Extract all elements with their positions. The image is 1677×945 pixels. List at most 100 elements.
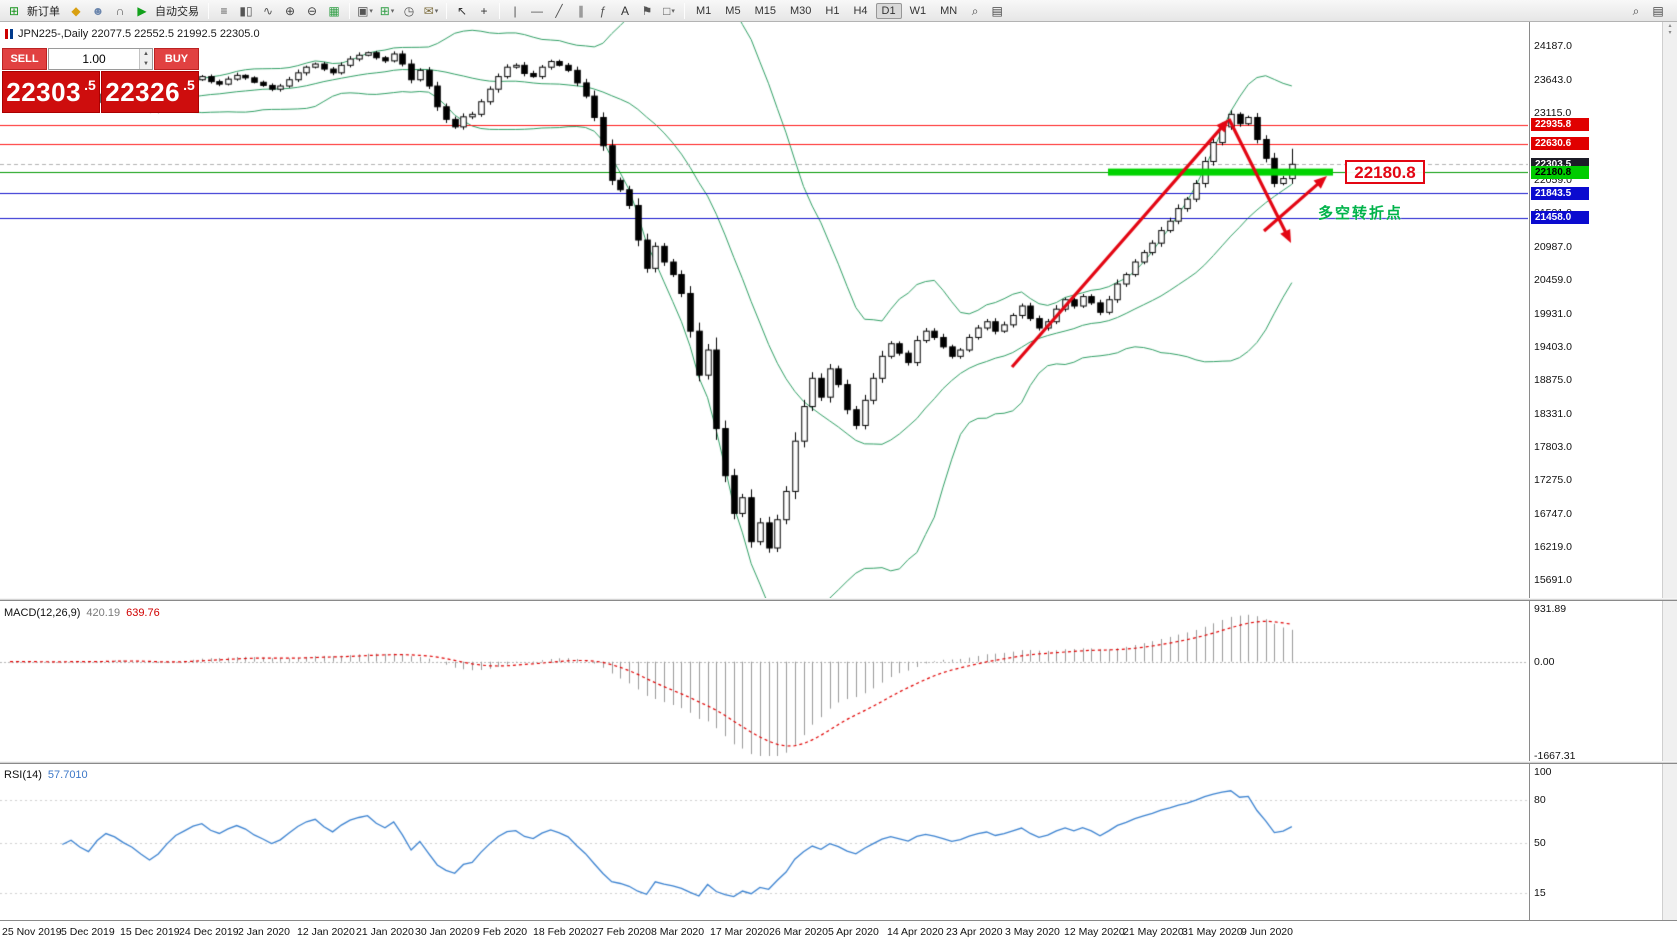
candles-chart-button[interactable]: ▮▯ xyxy=(236,2,256,20)
timeframe-M30-button[interactable]: M30 xyxy=(789,4,812,17)
price-chart-canvas[interactable] xyxy=(0,22,1528,598)
toolbar-separator xyxy=(499,2,500,19)
panels-button[interactable]: ▤ xyxy=(1648,2,1668,20)
symbols-icon: ◆ xyxy=(71,3,81,18)
main-chart-panel[interactable]: JPN225-,Daily 22077.5 22552.5 21992.5 22… xyxy=(0,22,1528,598)
chart-ohlc-readout: JPN225-,Daily 22077.5 22552.5 21992.5 22… xyxy=(4,28,260,40)
line-chart-button[interactable]: ∿ xyxy=(258,2,278,20)
new-chart-button[interactable]: ⊞ ▾ xyxy=(377,2,397,20)
symbols-button[interactable]: ◆ xyxy=(66,2,86,20)
search-button[interactable]: ⌕ xyxy=(965,2,985,20)
price-axis-label: 20459.0 xyxy=(1534,274,1572,286)
price-axis-label: 18331.0 xyxy=(1534,408,1572,420)
grid-icon: ▦ xyxy=(328,3,340,18)
support-icon: ∩ xyxy=(115,3,125,18)
volume-down-button[interactable]: ▼ xyxy=(140,59,152,69)
tile-windows-button[interactable]: ▣ ▾ xyxy=(355,2,375,20)
panels-button[interactable]: ▤ xyxy=(987,2,1007,20)
macd-panel[interactable] xyxy=(0,604,1528,761)
buy-button[interactable]: BUY xyxy=(154,48,199,70)
new-chart-icon: ⊞ xyxy=(379,3,390,18)
zoom-in-button[interactable]: ⊕ xyxy=(280,2,300,20)
price-axis-label: 24187.0 xyxy=(1534,40,1572,52)
chart-icon xyxy=(4,29,14,39)
time-axis-label: 3 May 2020 xyxy=(1005,926,1060,938)
time-axis-label: 2 Jan 2020 xyxy=(238,926,290,938)
bars-chart-button[interactable]: ≡ xyxy=(214,2,234,20)
rsi-panel[interactable] xyxy=(0,766,1528,920)
profile-button[interactable]: ☻ xyxy=(88,2,108,20)
support-button[interactable]: ∩ xyxy=(110,2,130,20)
rsi-axis-label: 50 xyxy=(1534,837,1546,849)
price-scale[interactable]: 24187.023643.023115.022587.022059.021531… xyxy=(1529,22,1662,945)
time-axis-label: 9 Feb 2020 xyxy=(474,926,528,938)
rsi-canvas[interactable] xyxy=(0,766,1528,920)
price-tag: 21843.5 xyxy=(1531,187,1589,200)
macd-main-value: 420.19 xyxy=(86,607,121,619)
zoom-in-icon: ⊕ xyxy=(284,3,296,18)
support-level-label[interactable]: 22180.8 xyxy=(1345,160,1425,184)
sell-price-fraction: .5 xyxy=(84,77,96,93)
text-icon: A xyxy=(620,3,629,18)
buy-price-button[interactable]: 22326 .5 xyxy=(101,71,199,113)
macd-axis-label: -1667.31 xyxy=(1534,750,1576,762)
time-axis-label: 17 Mar 2020 xyxy=(710,926,769,938)
cursor-icon: ↖ xyxy=(456,3,468,18)
vertical-line-button[interactable]: | xyxy=(505,2,525,20)
toolbar-right-group: ⌕ ▤ xyxy=(1625,2,1669,20)
time-scale[interactable]: 25 Nov 2019 5 Dec 2019 15 Dec 2019 24 Dec 2… xyxy=(0,920,1677,945)
grid-button[interactable]: ▦ xyxy=(324,2,344,20)
zoom-out-button[interactable]: ⊖ xyxy=(302,2,322,20)
mail-button[interactable]: ✉ ▾ xyxy=(421,2,441,20)
time-axis-label: 25 Nov 2019 xyxy=(2,926,62,938)
label-button[interactable]: ⚑ xyxy=(637,2,657,20)
auto-trading-label[interactable]: 自动交易 xyxy=(155,5,199,18)
shapes-caret-icon: ▾ xyxy=(671,7,675,15)
cursor-button[interactable]: ↖ xyxy=(452,2,472,20)
price-axis-label: 15691.0 xyxy=(1534,574,1572,586)
chart-title: JPN225-,Daily 22077.5 22552.5 21992.5 22… xyxy=(18,28,260,40)
macd-canvas[interactable] xyxy=(0,604,1528,761)
price-axis-label: 23115.0 xyxy=(1534,107,1572,119)
new-order-label[interactable]: 新订单 xyxy=(27,5,60,18)
shapes-button[interactable]: □ ▾ xyxy=(659,2,679,20)
timeframe-H1-button[interactable]: H1 xyxy=(825,4,840,17)
time-axis-label: 5 Dec 2019 xyxy=(61,926,115,938)
timeframe-H4-button[interactable]: H4 xyxy=(853,4,868,17)
macd-panel-divider[interactable] xyxy=(0,598,1677,601)
timeframe-D1-button[interactable]: D1 xyxy=(875,2,902,19)
timeframe-M5-button[interactable]: M5 xyxy=(725,4,741,17)
new-order-button[interactable]: ⊞ xyxy=(4,2,24,20)
panels-icon: ▤ xyxy=(1652,3,1664,18)
volume-input[interactable] xyxy=(49,52,139,66)
auto-trading-button[interactable]: ▶ xyxy=(132,2,152,20)
time-axis-label: 12 Jan 2020 xyxy=(297,926,355,938)
price-axis-label: 18875.0 xyxy=(1534,374,1572,386)
timeframe-W1-button[interactable]: W1 xyxy=(909,4,927,17)
timeframe-MN-button[interactable]: MN xyxy=(940,4,958,17)
search-button[interactable]: ⌕ xyxy=(1626,2,1646,20)
profile-icon: ☻ xyxy=(91,3,105,18)
clock-button[interactable]: ◷ xyxy=(399,2,419,20)
crosshair-button[interactable]: + xyxy=(474,2,494,20)
fibonacci-button[interactable]: ƒ xyxy=(593,2,613,20)
horizontal-line-button[interactable]: — xyxy=(527,2,547,20)
time-axis-label: 21 Jan 2020 xyxy=(356,926,414,938)
sell-button[interactable]: SELL xyxy=(2,48,47,70)
time-axis-label: 31 May 2020 xyxy=(1182,926,1243,938)
search-icon: ⌕ xyxy=(971,3,979,18)
right-scroll-strip[interactable]: ▴ ▾ xyxy=(1662,22,1677,945)
timeframe-M15-button[interactable]: M15 xyxy=(754,4,776,17)
channel-button[interactable]: ∥ xyxy=(571,2,591,20)
turning-point-text[interactable]: 多空转折点 xyxy=(1318,205,1404,222)
panels-icon: ▤ xyxy=(991,3,1003,18)
trendline-button[interactable]: ╱ xyxy=(549,2,569,20)
sell-price-button[interactable]: 22303 .5 xyxy=(2,71,100,113)
rsi-panel-divider[interactable] xyxy=(0,761,1677,764)
text-button[interactable]: A xyxy=(615,2,635,20)
volume-up-button[interactable]: ▲ xyxy=(140,49,152,59)
rsi-label-row: RSI(14) 57.7010 xyxy=(4,769,88,781)
macd-label: MACD(12,26,9) xyxy=(4,607,81,619)
timeframe-M1-button[interactable]: M1 xyxy=(696,4,712,17)
volume-field: ▲ ▼ xyxy=(48,48,153,70)
